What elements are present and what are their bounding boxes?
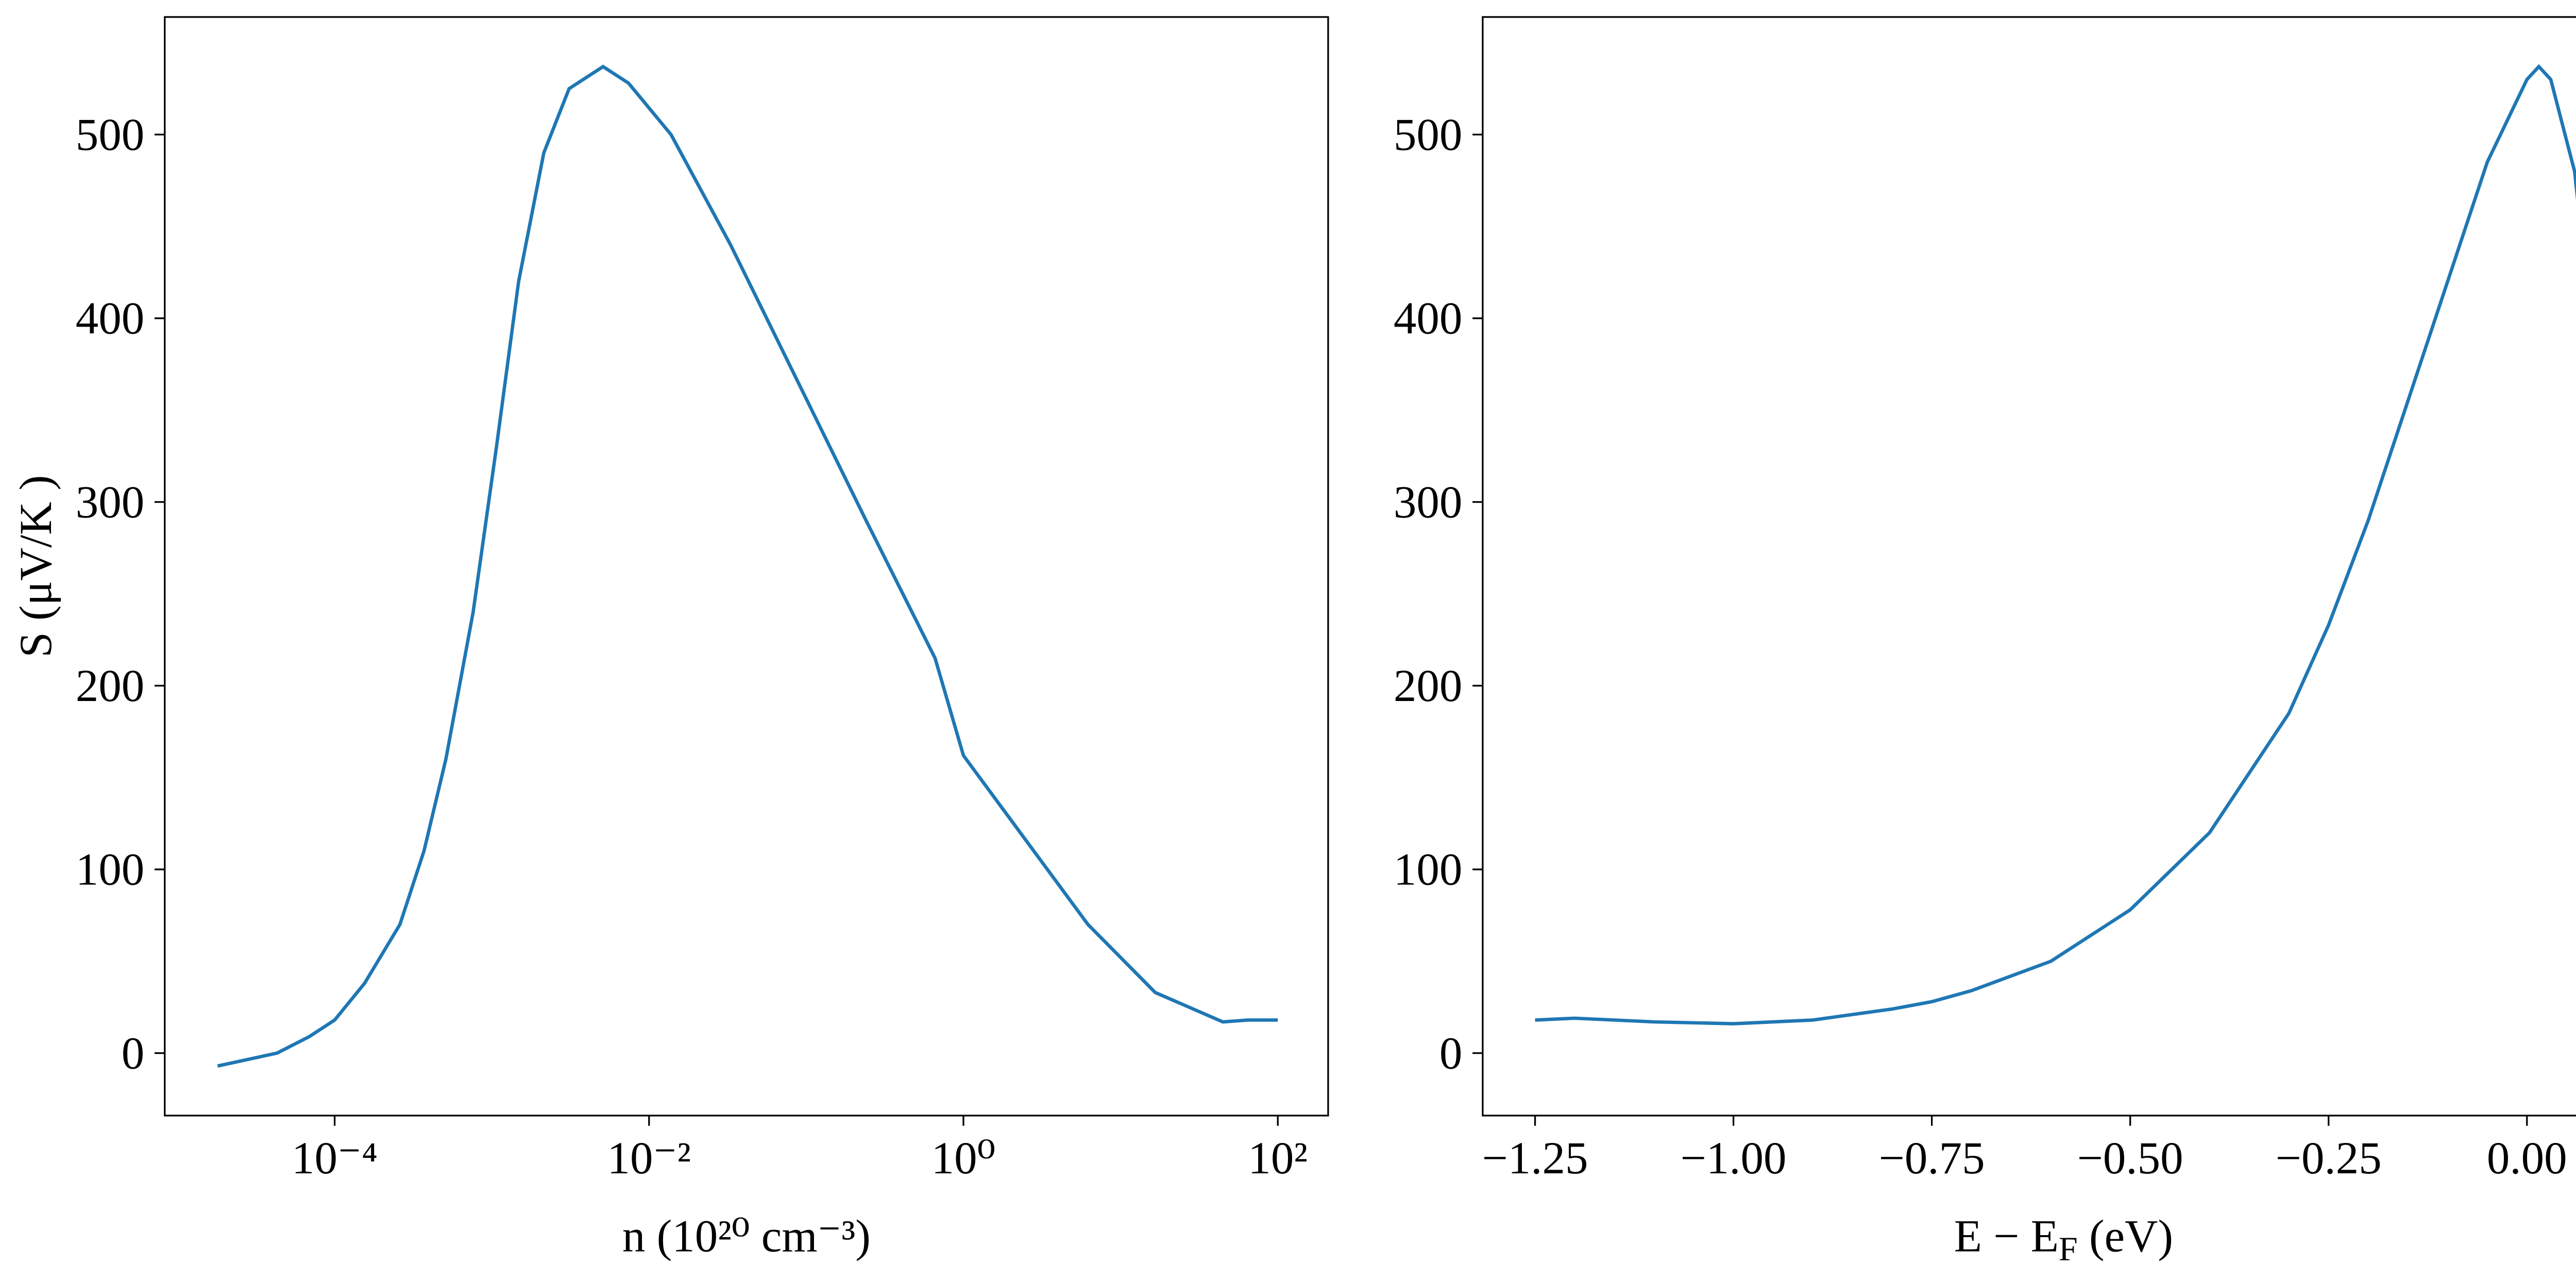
x-tick-label: 10⁻⁴ bbox=[292, 1133, 378, 1184]
y-tick-label: 0 bbox=[122, 1028, 144, 1079]
y-tick-label: 100 bbox=[1394, 845, 1463, 895]
y-tick-label: 500 bbox=[1394, 110, 1463, 160]
x-tick-label: 10⁻² bbox=[607, 1133, 691, 1184]
data-line bbox=[1535, 64, 2576, 1025]
y-tick-label: 300 bbox=[76, 477, 145, 527]
y-tick-label: 400 bbox=[1394, 294, 1463, 344]
y-tick-label: 400 bbox=[76, 294, 145, 344]
axes-frame bbox=[164, 16, 1329, 1117]
x-tick-label: 0.00 bbox=[2487, 1133, 2567, 1184]
y-tick-label: 300 bbox=[1394, 477, 1463, 527]
y-tick-label: 100 bbox=[76, 845, 145, 895]
x-tick-label: −0.75 bbox=[1879, 1133, 1985, 1184]
x-tick-label: −0.50 bbox=[2077, 1133, 2183, 1184]
x-axis-label: E − EF (eV) bbox=[1954, 1211, 2173, 1268]
x-axis-label: n (10²⁰ cm⁻³) bbox=[622, 1211, 871, 1262]
y-tick-label: 500 bbox=[76, 110, 145, 160]
y-tick-label: 0 bbox=[1439, 1028, 1463, 1079]
y-tick-label: 200 bbox=[1394, 661, 1463, 711]
x-tick-label: −1.00 bbox=[1681, 1133, 1787, 1184]
y-tick-label: 200 bbox=[76, 661, 145, 711]
x-tick-label: 10² bbox=[1248, 1133, 1308, 1184]
x-tick-label: 10⁰ bbox=[931, 1133, 996, 1184]
data-line bbox=[217, 64, 1278, 1068]
y-axis-label: S (μV/K ) bbox=[11, 475, 61, 657]
x-tick-label: −0.25 bbox=[2276, 1133, 2382, 1184]
axes-frame bbox=[1482, 16, 2576, 1117]
x-tick-label: −1.25 bbox=[1482, 1133, 1588, 1184]
